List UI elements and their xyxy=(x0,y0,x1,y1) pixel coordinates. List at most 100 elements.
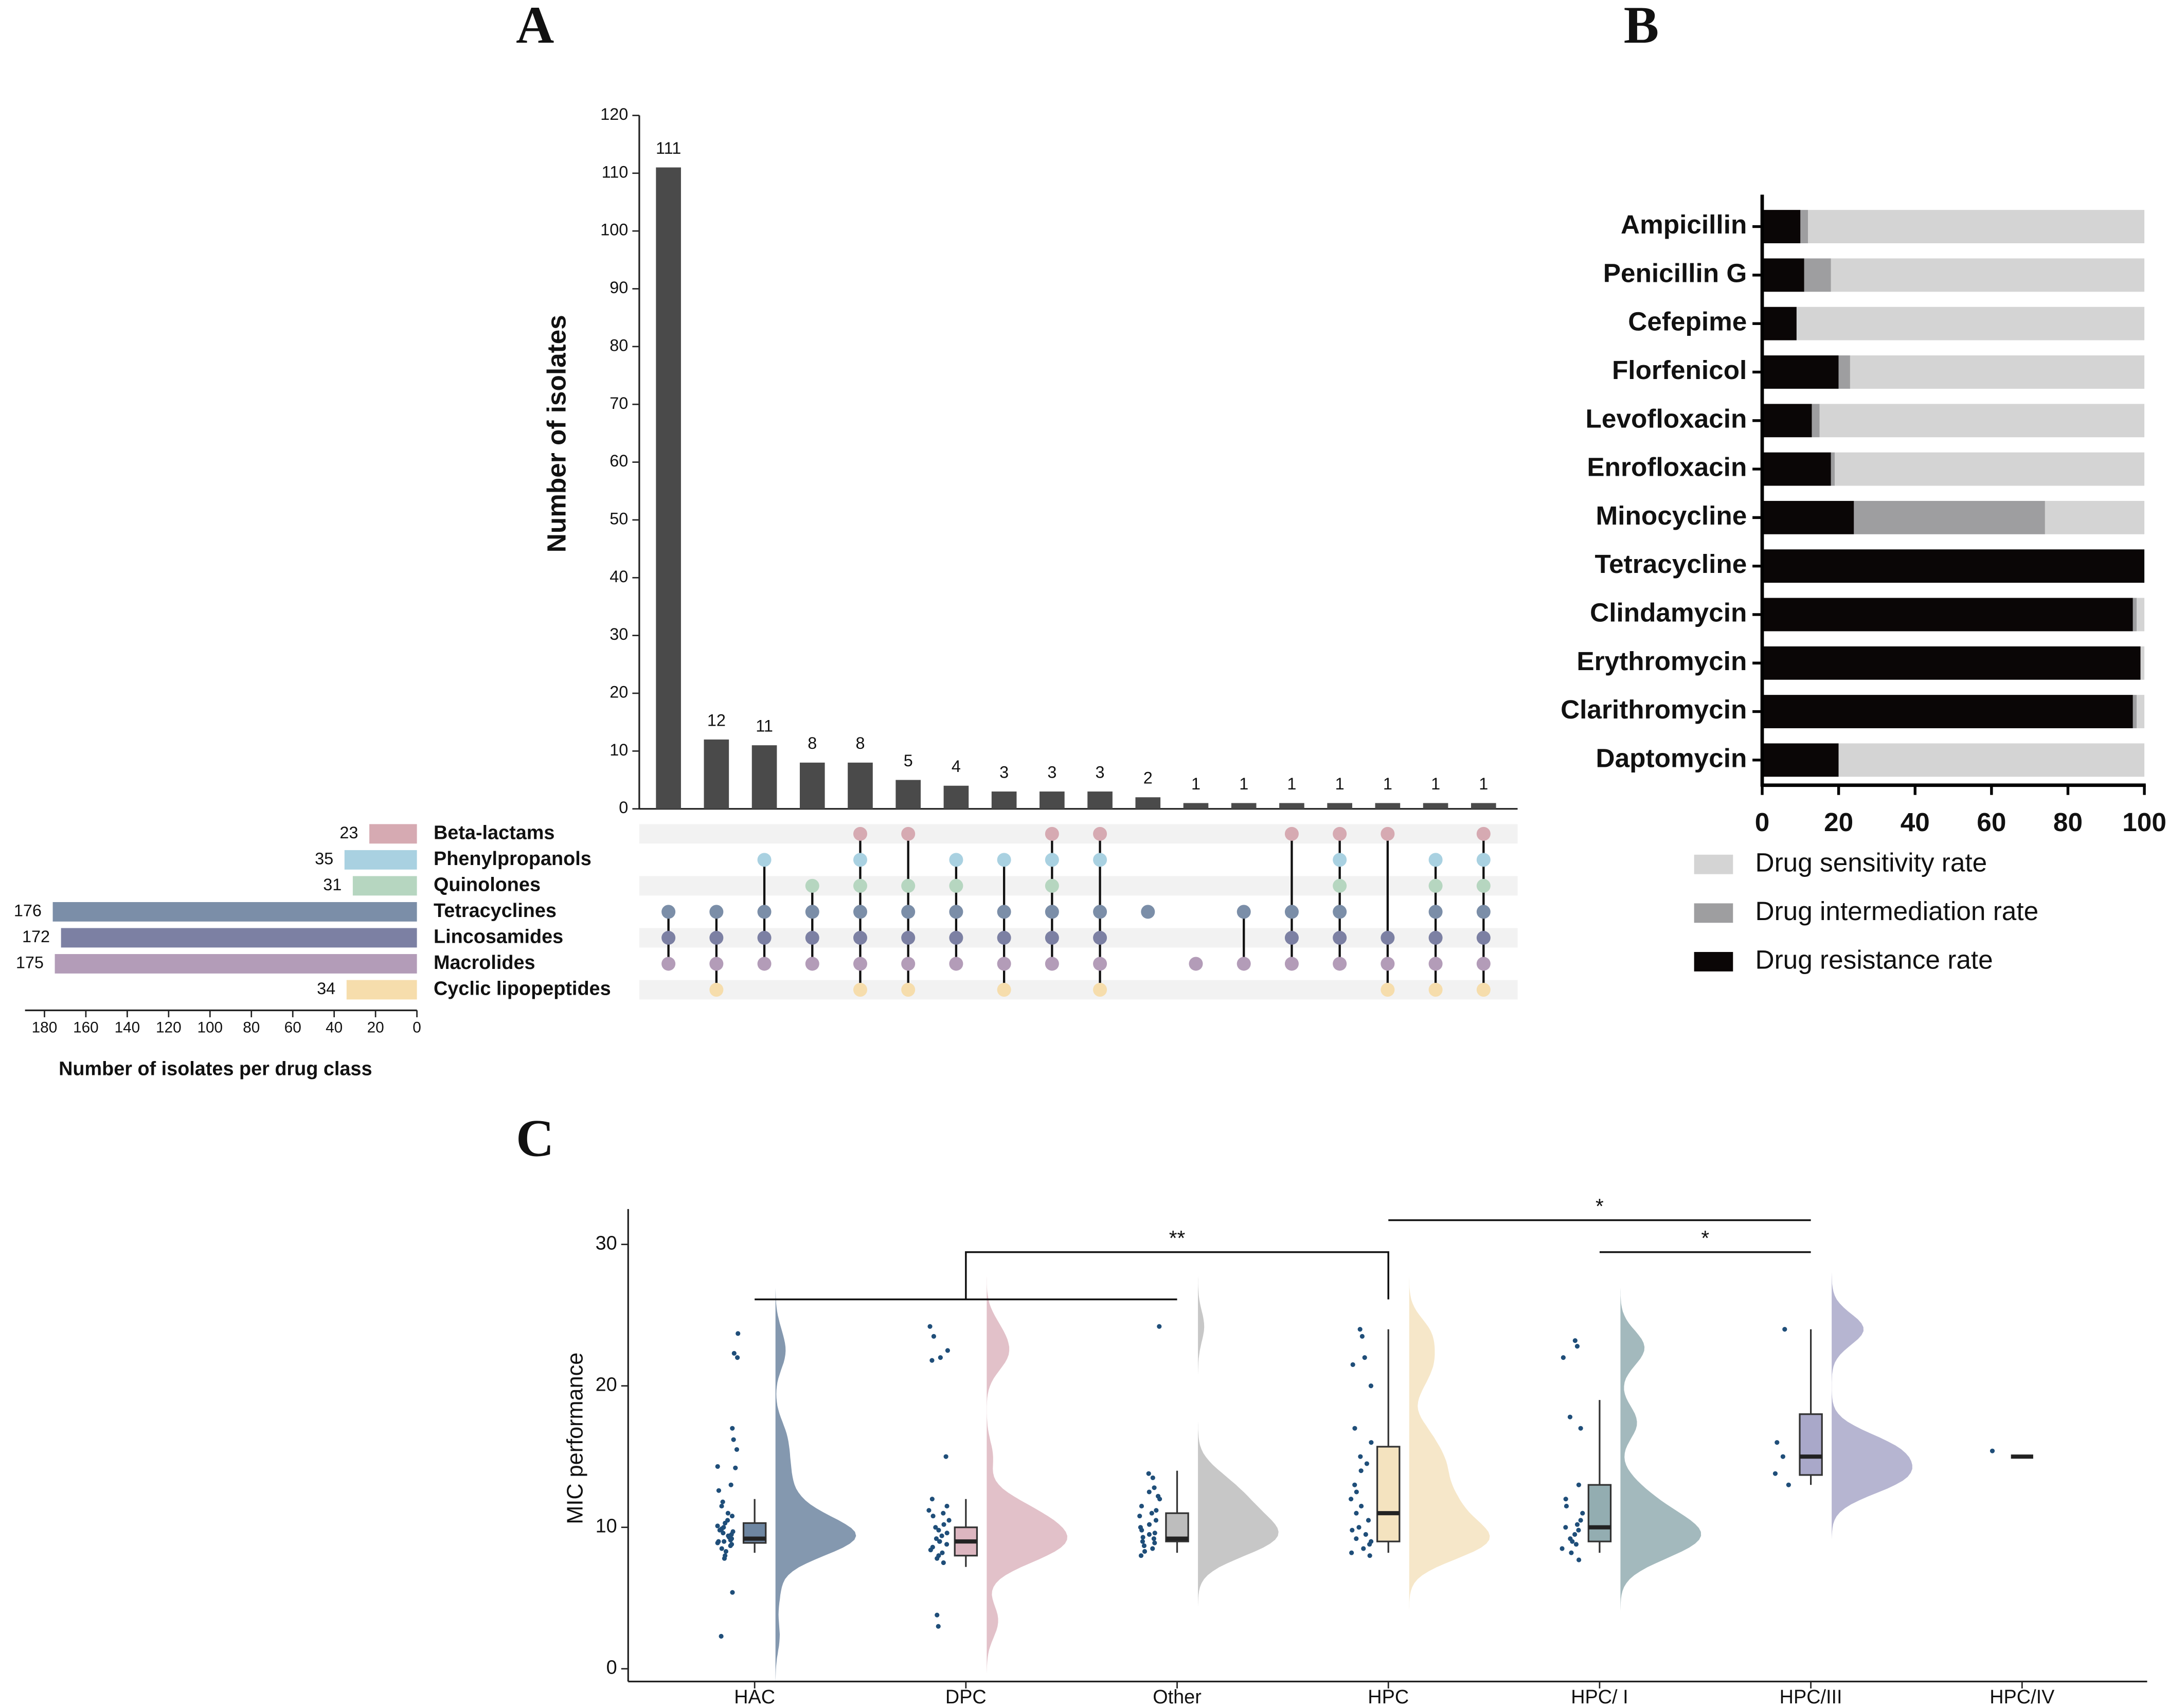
point xyxy=(1146,1532,1152,1537)
point xyxy=(1362,1355,1367,1360)
point xyxy=(1358,1503,1364,1509)
matrix-dot xyxy=(1476,930,1491,945)
matrix-dot xyxy=(901,826,916,841)
matrix-dot xyxy=(1141,905,1155,919)
bar-segment xyxy=(1762,355,1839,389)
matrix-dot xyxy=(853,853,867,867)
point xyxy=(722,1556,727,1561)
point xyxy=(1359,1334,1365,1339)
point xyxy=(944,1531,949,1536)
bar xyxy=(1423,803,1448,809)
point xyxy=(1574,1522,1580,1527)
bar-segment xyxy=(1835,452,2145,486)
bar-segment xyxy=(1831,258,2145,292)
y-tick-label: 20 xyxy=(610,683,628,702)
point xyxy=(1576,1482,1582,1487)
point xyxy=(723,1520,728,1526)
x-tick-label: 0 xyxy=(413,1019,421,1036)
point xyxy=(730,1590,735,1595)
matrix-dot xyxy=(709,905,724,919)
bar-label: 1 xyxy=(1287,775,1296,793)
point xyxy=(1564,1503,1569,1509)
point xyxy=(733,1465,738,1470)
category-label: Clarithromycin xyxy=(1561,695,1747,724)
density xyxy=(987,1209,1068,1682)
point xyxy=(1146,1471,1151,1476)
category-label: Cefepime xyxy=(1628,307,1747,336)
density xyxy=(1832,1209,1912,1682)
x-tick-label: 60 xyxy=(284,1019,301,1036)
matrix-dot xyxy=(997,905,1011,919)
point xyxy=(1369,1440,1374,1445)
bar xyxy=(1183,803,1209,809)
matrix-dot xyxy=(661,905,676,919)
bar-segment xyxy=(1762,743,1839,777)
point xyxy=(728,1482,733,1487)
point xyxy=(719,1546,724,1551)
legend-label: Drug resistance rate xyxy=(1755,945,1993,974)
point xyxy=(1572,1338,1578,1343)
point xyxy=(1149,1511,1154,1516)
significance-label: ** xyxy=(1169,1226,1186,1250)
bar xyxy=(1327,803,1352,809)
point xyxy=(736,1331,741,1336)
matrix-dot xyxy=(661,957,676,971)
point xyxy=(1350,1527,1355,1533)
point xyxy=(731,1351,737,1356)
y-axis-label: Number of isolates xyxy=(542,315,571,552)
bar-segment xyxy=(1804,258,1831,292)
x-tick-label: 160 xyxy=(73,1019,99,1036)
point xyxy=(946,1518,952,1523)
set-size-label: 172 xyxy=(22,927,50,946)
set-size-label: 176 xyxy=(14,901,42,920)
point xyxy=(1574,1344,1580,1349)
density xyxy=(1409,1209,1490,1682)
matrix-dot xyxy=(997,957,1011,971)
y-tick-label: 120 xyxy=(600,105,628,123)
bar-segment xyxy=(1762,500,1854,534)
bar-label: 111 xyxy=(656,139,681,157)
point xyxy=(945,1348,951,1353)
y-tick-label: 20 xyxy=(596,1374,617,1396)
bar-segment xyxy=(1831,452,1835,486)
point xyxy=(941,1560,946,1566)
matrix-dot xyxy=(901,957,916,971)
point xyxy=(1573,1542,1579,1547)
legend-swatch xyxy=(1694,903,1733,923)
matrix-dot xyxy=(1093,982,1107,997)
matrix-dot xyxy=(1333,930,1347,945)
x-tick-label: 40 xyxy=(326,1019,343,1036)
matrix-dot xyxy=(757,853,772,867)
matrix-dot xyxy=(853,930,867,945)
matrix-dot xyxy=(1428,930,1443,945)
significance-label: * xyxy=(1596,1194,1604,1218)
set-size-label: 34 xyxy=(317,979,335,998)
x-tick-label: 0 xyxy=(1755,807,1770,837)
box xyxy=(1376,1446,1401,1542)
point xyxy=(936,1527,941,1533)
bar-segment xyxy=(1812,404,1820,438)
category-label: Minocycline xyxy=(1596,501,1747,530)
bar xyxy=(1279,803,1304,809)
point xyxy=(1560,1546,1565,1551)
x-tick-label: 40 xyxy=(1901,807,1930,837)
matrix-dot xyxy=(1093,826,1107,841)
point xyxy=(723,1549,729,1554)
matrix-dot xyxy=(901,905,916,919)
box xyxy=(1587,1484,1612,1542)
point xyxy=(1563,1497,1568,1502)
y-tick-label: 0 xyxy=(606,1657,617,1679)
matrix-dot xyxy=(997,853,1011,867)
point xyxy=(1140,1535,1145,1540)
matrix-dot xyxy=(805,905,819,919)
x-tick-label: HPC/ I xyxy=(1571,1686,1628,1708)
matrix-dot xyxy=(1333,826,1347,841)
point xyxy=(717,1527,722,1533)
set-name: Beta-lactams xyxy=(434,822,554,843)
matrix-dot xyxy=(1476,905,1491,919)
matrix-dot xyxy=(1333,853,1347,867)
point xyxy=(1138,1553,1144,1558)
category-label: Enrofloxacin xyxy=(1587,453,1747,482)
set-name: Phenylpropanols xyxy=(434,848,592,870)
